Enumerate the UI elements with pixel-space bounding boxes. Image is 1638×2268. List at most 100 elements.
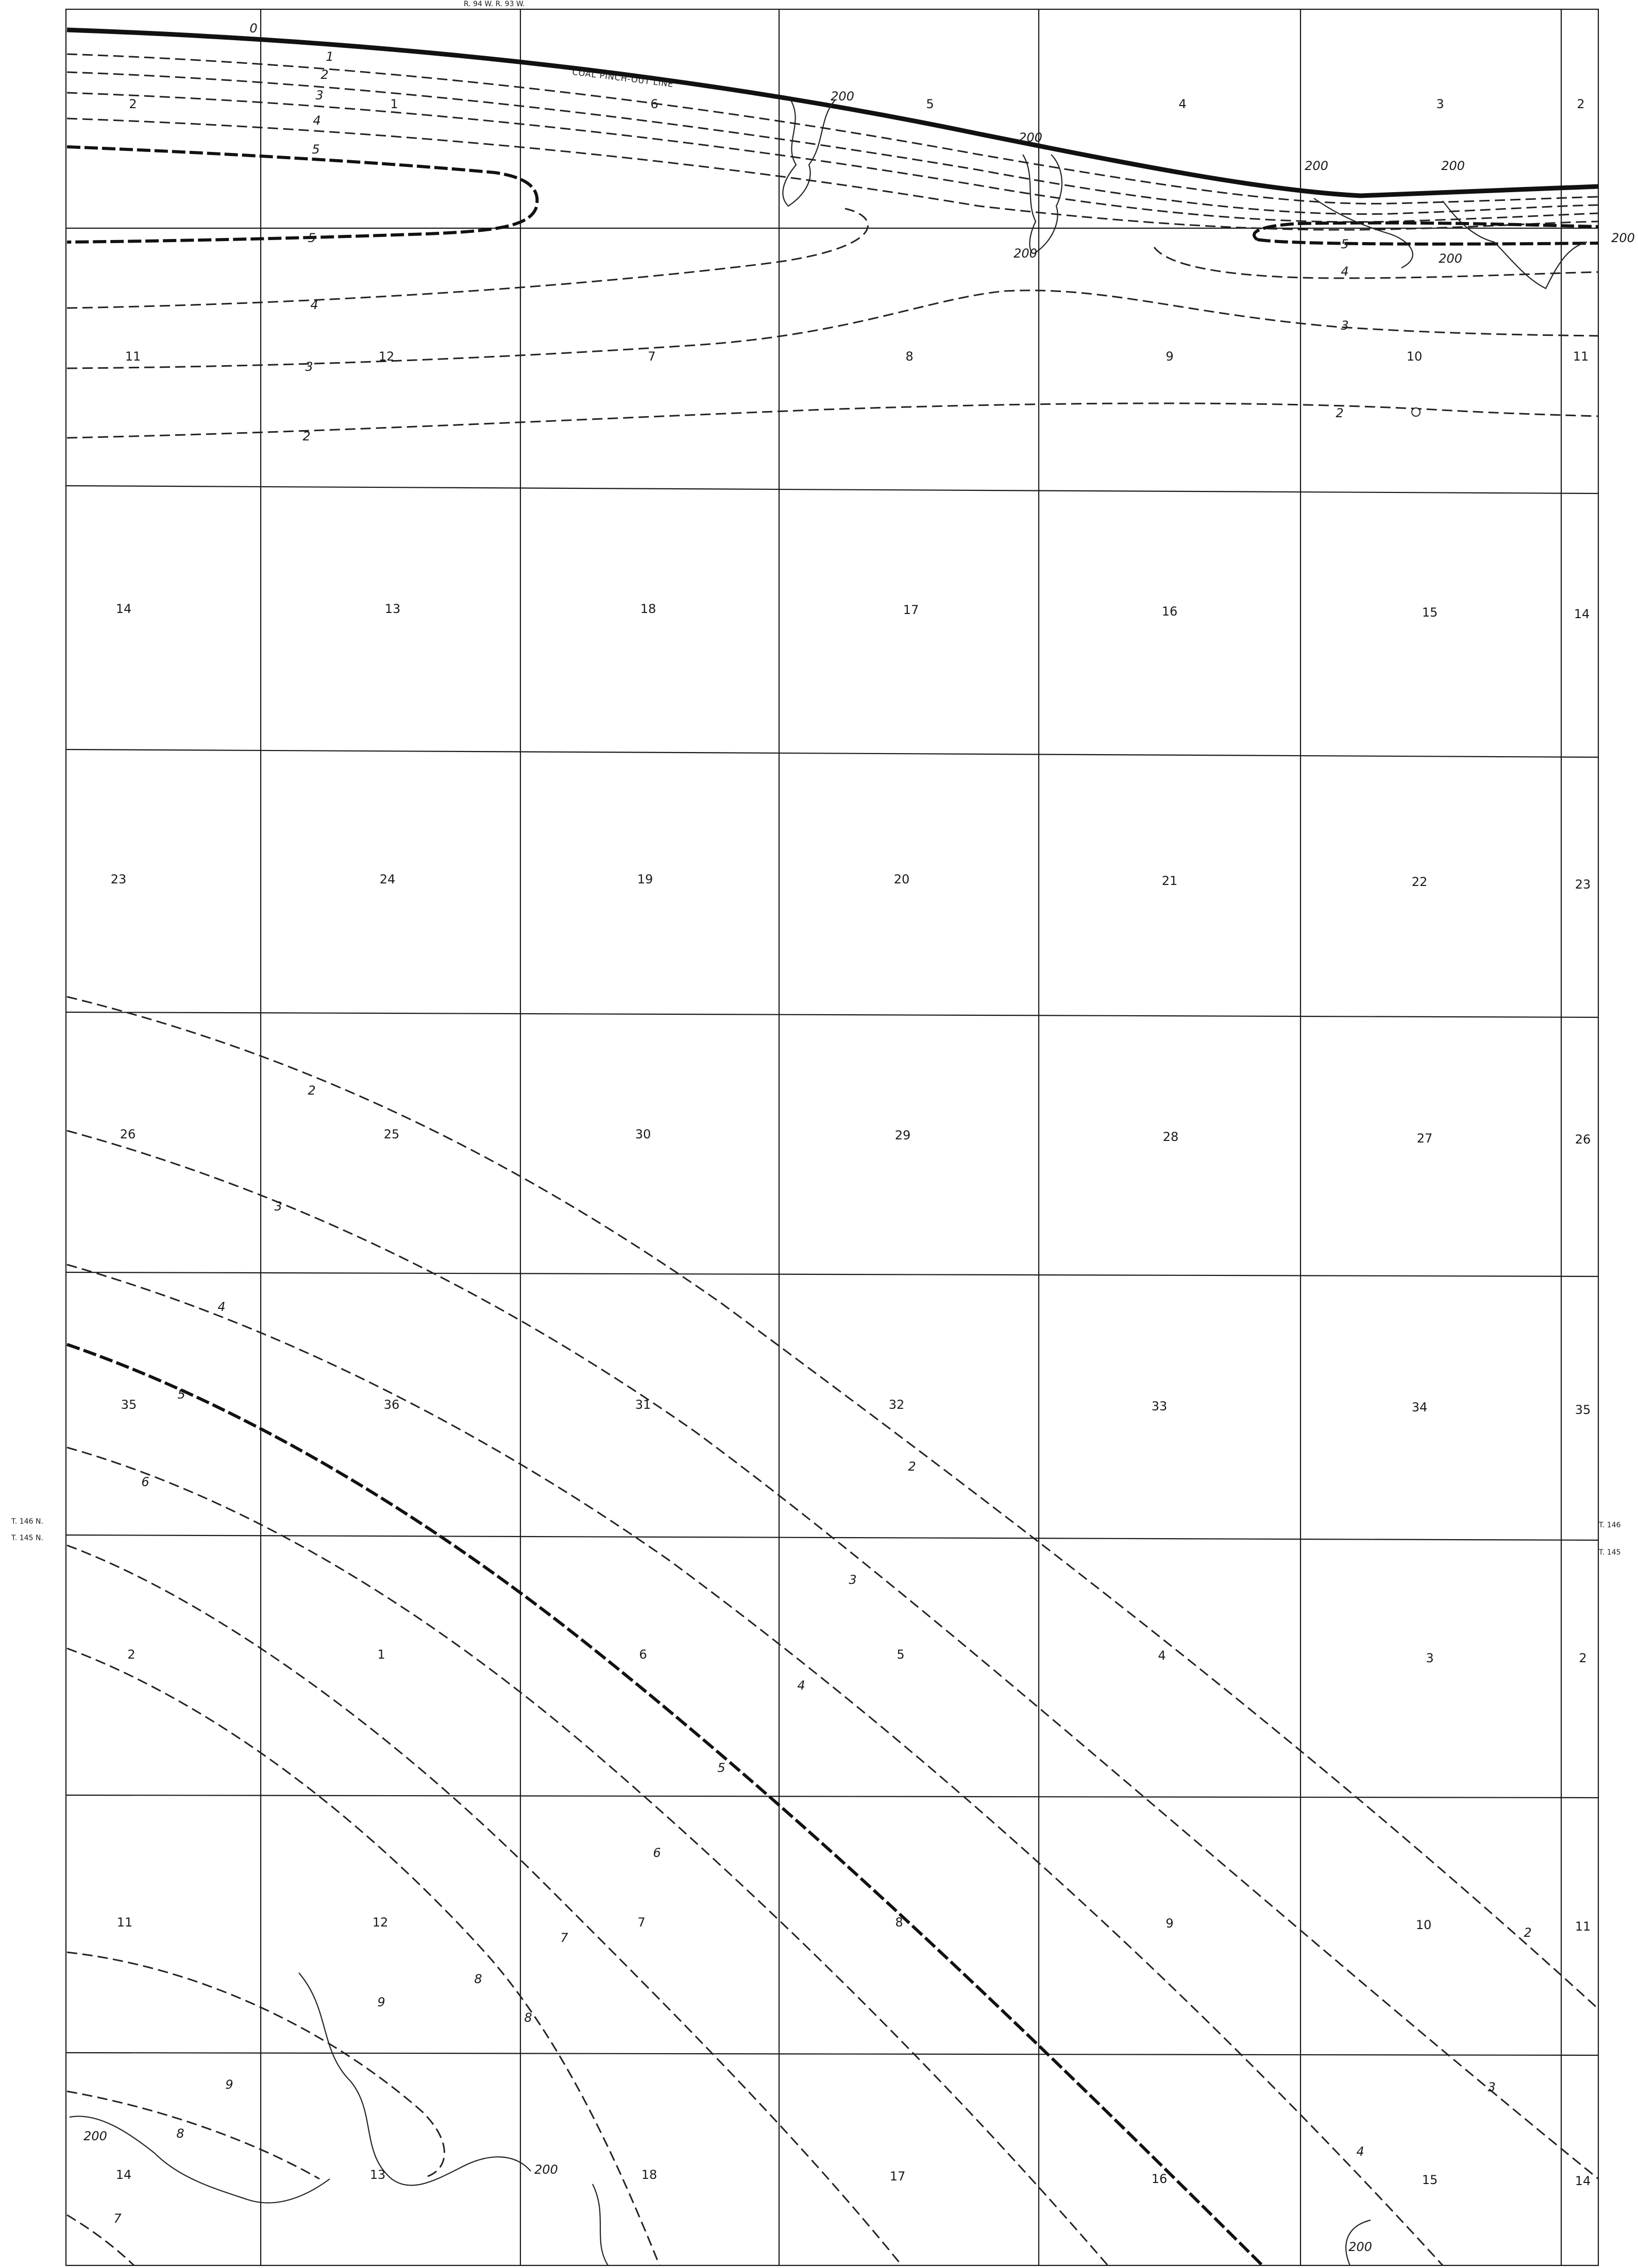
contour-label: 2: [308, 1083, 315, 1098]
contour-label: 2: [908, 1459, 916, 1474]
section-number: 1: [377, 1647, 385, 1662]
outcrop-200: [592, 2184, 609, 2266]
contour-label: 200: [1348, 2240, 1372, 2254]
contour-3b: [66, 289, 1599, 369]
section-number: 30: [635, 1127, 651, 1141]
section-number: 12: [373, 1915, 389, 1930]
contour-label: 2: [320, 67, 328, 82]
south-contours-upper: [66, 208, 1599, 439]
section-number: 18: [641, 2168, 657, 2182]
section-number: 1: [390, 97, 398, 111]
section-number: 32: [889, 1397, 905, 1412]
section-number: 2: [127, 1647, 135, 1662]
diagonal-contours: [66, 996, 1599, 2266]
township-label-left-upper: T. 146 N.: [11, 1517, 43, 1526]
section-number: 7: [648, 349, 655, 364]
section-number: 28: [1163, 1130, 1179, 1144]
contour-5-heavy: [66, 145, 1599, 246]
contour-label: 4: [1356, 2144, 1364, 2159]
section-number: 2: [1577, 97, 1584, 111]
section-number: 34: [1412, 1400, 1428, 1414]
section-number: 20: [894, 872, 910, 886]
contour-9b: [66, 2090, 320, 2180]
section-number: 2: [1579, 1651, 1586, 1665]
section-number: 36: [384, 1397, 400, 1412]
section-number: 17: [890, 2169, 906, 2184]
contour-label: 200: [1611, 231, 1635, 245]
section-number: 17: [903, 603, 919, 617]
contour-1: [66, 53, 1599, 204]
contour-label: 200: [1014, 246, 1037, 261]
section-number: 35: [1575, 1403, 1591, 1417]
section-number: 7: [637, 1915, 645, 1930]
outcrop-200: [782, 100, 835, 207]
contour-label: 6: [141, 1475, 149, 1489]
contour-7b: [66, 2214, 135, 2266]
contour-label: 7: [560, 1931, 568, 1945]
contour-label: 2: [302, 429, 310, 444]
township-label-right-upper: T. 146: [1598, 1521, 1621, 1529]
contour-label: 9: [225, 2077, 233, 2092]
contour-label: 5: [717, 1761, 725, 1775]
section-number: 14: [116, 602, 132, 616]
section-number: 13: [385, 602, 401, 616]
contour-label: 5: [308, 231, 315, 245]
grid-line: [65, 748, 1599, 758]
section-number: 33: [1152, 1399, 1168, 1413]
outcrop-200: [1313, 198, 1588, 289]
section-number: 29: [895, 1128, 911, 1142]
section-number: 24: [380, 872, 396, 886]
section-number: 14: [116, 2168, 132, 2182]
grid-line: [65, 2052, 1599, 2056]
grid-line: [65, 1794, 1599, 1799]
contour-4c: [1153, 247, 1599, 279]
contour-label: 4: [313, 113, 320, 128]
section-number: 27: [1417, 1131, 1433, 1146]
section-number: 14: [1575, 2174, 1591, 2188]
contour-4d: [66, 1264, 1444, 2266]
contour-4: [66, 117, 1599, 231]
section-number: 11: [125, 349, 141, 364]
contour-label: 7: [113, 2211, 122, 2226]
contour-label: 200: [1305, 159, 1328, 173]
coal-pinch-out-line: [66, 27, 1599, 198]
section-number: 4: [1158, 1648, 1166, 1663]
contour-label: 4: [310, 298, 318, 312]
contour-label: 5: [177, 1387, 185, 1402]
contour-label: 6: [653, 1846, 661, 1860]
section-grid: [65, 8, 1599, 2266]
section-number: 5: [897, 1647, 904, 1662]
contour-label: 200: [1439, 251, 1462, 266]
grid-line: [65, 1271, 1599, 1277]
contour-label: 200: [831, 89, 854, 104]
outcrop-200: [298, 1972, 531, 2186]
outcrop-lines: [69, 100, 1588, 2266]
section-numbers: 2 1 6 5 4 3 2 11 12 7 8 9 10 11 14 13 18…: [111, 97, 1591, 2188]
contour-label: 8: [176, 2126, 184, 2141]
section-number: 10: [1416, 1918, 1432, 1932]
contour-label: 2: [1336, 406, 1343, 420]
contour-3c: [66, 1130, 1599, 2180]
contour-label: 3: [1488, 2080, 1495, 2094]
section-number: 3: [1436, 97, 1444, 111]
township-label-right-lower: T. 145: [1598, 1548, 1621, 1557]
contour-label: 200: [1441, 159, 1465, 173]
contour-label: 3: [849, 1573, 856, 1587]
contour-label: 1: [326, 49, 333, 64]
contour-2: [66, 71, 1599, 215]
contour-label: 2: [1524, 1925, 1531, 1940]
section-number: 23: [111, 872, 127, 886]
contour-label: 200: [83, 2129, 107, 2143]
contour-label: 200: [534, 2162, 558, 2177]
section-number: 26: [120, 1127, 136, 1141]
contour-label: 8: [524, 2010, 532, 2025]
section-number: 25: [384, 1127, 400, 1141]
contour-7: [66, 1544, 903, 2266]
section-number: 26: [1575, 1132, 1591, 1147]
section-number: 22: [1412, 875, 1428, 889]
section-number: 21: [1162, 874, 1178, 888]
contour-label: 8: [474, 1972, 482, 1986]
north-contours: [66, 53, 1599, 231]
contour-label: 4: [217, 1300, 225, 1314]
